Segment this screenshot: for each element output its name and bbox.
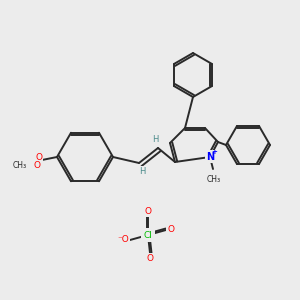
Text: ⁻O: ⁻O: [117, 236, 129, 244]
Text: O: O: [146, 254, 154, 263]
Text: N: N: [206, 152, 214, 161]
Text: CH₃: CH₃: [13, 161, 27, 170]
Text: +: +: [212, 149, 218, 155]
Text: O: O: [34, 161, 41, 170]
Text: H: H: [152, 136, 158, 145]
Text: H: H: [139, 167, 145, 176]
Text: O: O: [167, 226, 174, 235]
Text: O: O: [145, 207, 152, 216]
Text: CH₃: CH₃: [207, 175, 221, 184]
Text: O: O: [35, 152, 42, 161]
Text: Cl: Cl: [144, 230, 152, 239]
